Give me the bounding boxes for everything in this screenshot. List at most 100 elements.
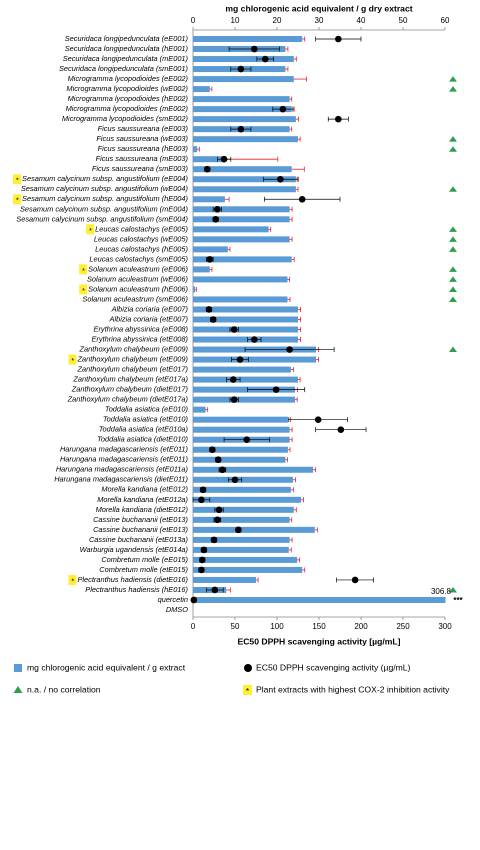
bar (193, 496, 301, 503)
ec50-dot (220, 155, 228, 163)
ec50-dot (251, 45, 258, 53)
no-correlation-marker (449, 246, 457, 252)
ec50-dot (210, 536, 218, 544)
category-label: DMSO (166, 605, 188, 614)
category-label: Microgramma lycopodioides (smE002) (62, 114, 189, 123)
category-label: Ficus saussureana (hE003) (98, 144, 189, 153)
category-label: Zanthoxylum chalybeum (eE009) (79, 344, 189, 353)
category-label: Cassine buchananii (etE013) (93, 515, 188, 524)
bar (193, 206, 290, 213)
bar (193, 366, 291, 373)
bar (193, 476, 293, 483)
bar (193, 136, 298, 143)
category-label: Zanthoxylum chalybeum (etE009) (76, 355, 188, 364)
category-label: Leucas calostachys (smE005) (89, 254, 188, 263)
no-correlation-marker (449, 586, 457, 593)
legend-label: EC50 DPPH scavenging activity (µg/mL) (256, 662, 411, 672)
top-tick-label: 10 (231, 16, 240, 25)
category-label: Albizia coriaria (eE007) (111, 304, 189, 313)
bottom-tick-label: 150 (312, 622, 326, 631)
bottom-tick-label: 100 (270, 622, 284, 631)
bottom-tick-label: 200 (354, 622, 368, 631)
highlight-marker: * (71, 576, 75, 585)
ec50-dot (205, 306, 213, 313)
ec50-dot (230, 376, 237, 383)
category-label: Erythrina abyssinica (etE008) (91, 334, 188, 343)
ec50-dot (236, 356, 244, 363)
ec50-dot (211, 586, 219, 594)
ec50-dot (314, 416, 322, 423)
category-label: Sesamum calycinum subsp. angustifolium (… (22, 194, 188, 203)
category-label: Leucas calostachys (eE005) (95, 224, 188, 233)
bar (193, 596, 446, 603)
bar (193, 106, 292, 113)
category-label: Harungana madagascariensis (dietE011) (54, 475, 188, 484)
top-tick-label: 40 (357, 16, 366, 25)
top-tick-label: 30 (315, 16, 324, 25)
bar (193, 36, 303, 42)
category-label: Sesamum calycinum subsp. angustifolium (… (20, 204, 189, 213)
category-label: Zanthoxylum chalybeum (etE017) (76, 365, 188, 374)
ec50-dot (231, 476, 239, 484)
highlight-marker: * (89, 226, 93, 235)
category-label: Microgramma lycopodioides (eE002) (68, 74, 189, 83)
category-label: Combretum molle (etE015) (99, 565, 188, 574)
ec50-dot (214, 205, 221, 213)
category-label: Securidaca longipedunculata (eE001) (65, 34, 189, 43)
no-correlation-marker (449, 186, 457, 192)
category-label: Solanum aculeastrum (wE006) (87, 274, 189, 283)
category-label: Albizia coriaria (etE007) (109, 314, 189, 323)
category-label: Ficus saussureana (wE003) (96, 134, 188, 143)
highlight-box (79, 284, 88, 295)
bottom-axis-title: EC50 DPPH scavenging activity [µg/mL] (237, 636, 400, 646)
category-label: Erythrina abyssinica (eE008) (94, 324, 189, 333)
bar (193, 86, 210, 93)
ec50-dot (206, 256, 214, 263)
bar (193, 466, 314, 473)
ec50-dot (279, 105, 287, 113)
category-label: Securidaca longipedunculata (smE001) (59, 64, 189, 73)
category-label: Plectranthus hadiensis (dietE016) (77, 575, 188, 584)
highlight-box (13, 174, 22, 185)
plot-area (193, 36, 446, 603)
bar (193, 576, 256, 583)
category-label: Leucas calostachys (wE005) (94, 234, 189, 243)
bar (193, 116, 296, 123)
bar (193, 246, 228, 253)
highlight-marker: * (82, 266, 86, 275)
annotation: *** (453, 596, 463, 605)
no-correlation-marker (449, 286, 457, 292)
category-label: Sesamum calycinum subsp. angustifolium (… (16, 214, 188, 223)
highlight-box (86, 224, 95, 235)
category-label: Solanum aculeastrum (hE006) (88, 284, 188, 293)
category-label: Warburgia ugandensis (etE014a) (80, 545, 189, 554)
bar (193, 356, 317, 363)
bar (193, 526, 315, 533)
bar (193, 226, 269, 233)
bar (193, 546, 289, 553)
ec50-dot (335, 35, 342, 43)
bar (193, 396, 296, 403)
ec50-dot (286, 346, 293, 353)
ec50-dot (251, 336, 258, 343)
category-label: Zanthoxylum chalybeum (etE017a) (72, 375, 188, 384)
ec50-dot (190, 596, 198, 604)
category-label: Solanum aculeastrum (eE006) (88, 264, 188, 273)
value-label: 306.8 (431, 587, 452, 596)
ec50-dot (237, 65, 245, 73)
ec50-dot (215, 506, 223, 514)
legend-triangle (13, 686, 23, 693)
category-label: Zanthoxylum chalybeum (dietE017) (71, 385, 189, 394)
ec50-dot (230, 326, 238, 333)
category-label: Microgramma lycopodioides (hE002) (68, 94, 189, 103)
bar (193, 196, 225, 203)
legend-dot (244, 664, 252, 672)
ec50-dot (272, 386, 280, 393)
highlight-box (68, 574, 77, 585)
bar (193, 266, 210, 273)
ec50-dot (198, 566, 205, 574)
category-label: Harungana madagascariensis (etE011) (60, 445, 189, 454)
bar (193, 216, 290, 223)
ec50-dot (219, 466, 226, 474)
